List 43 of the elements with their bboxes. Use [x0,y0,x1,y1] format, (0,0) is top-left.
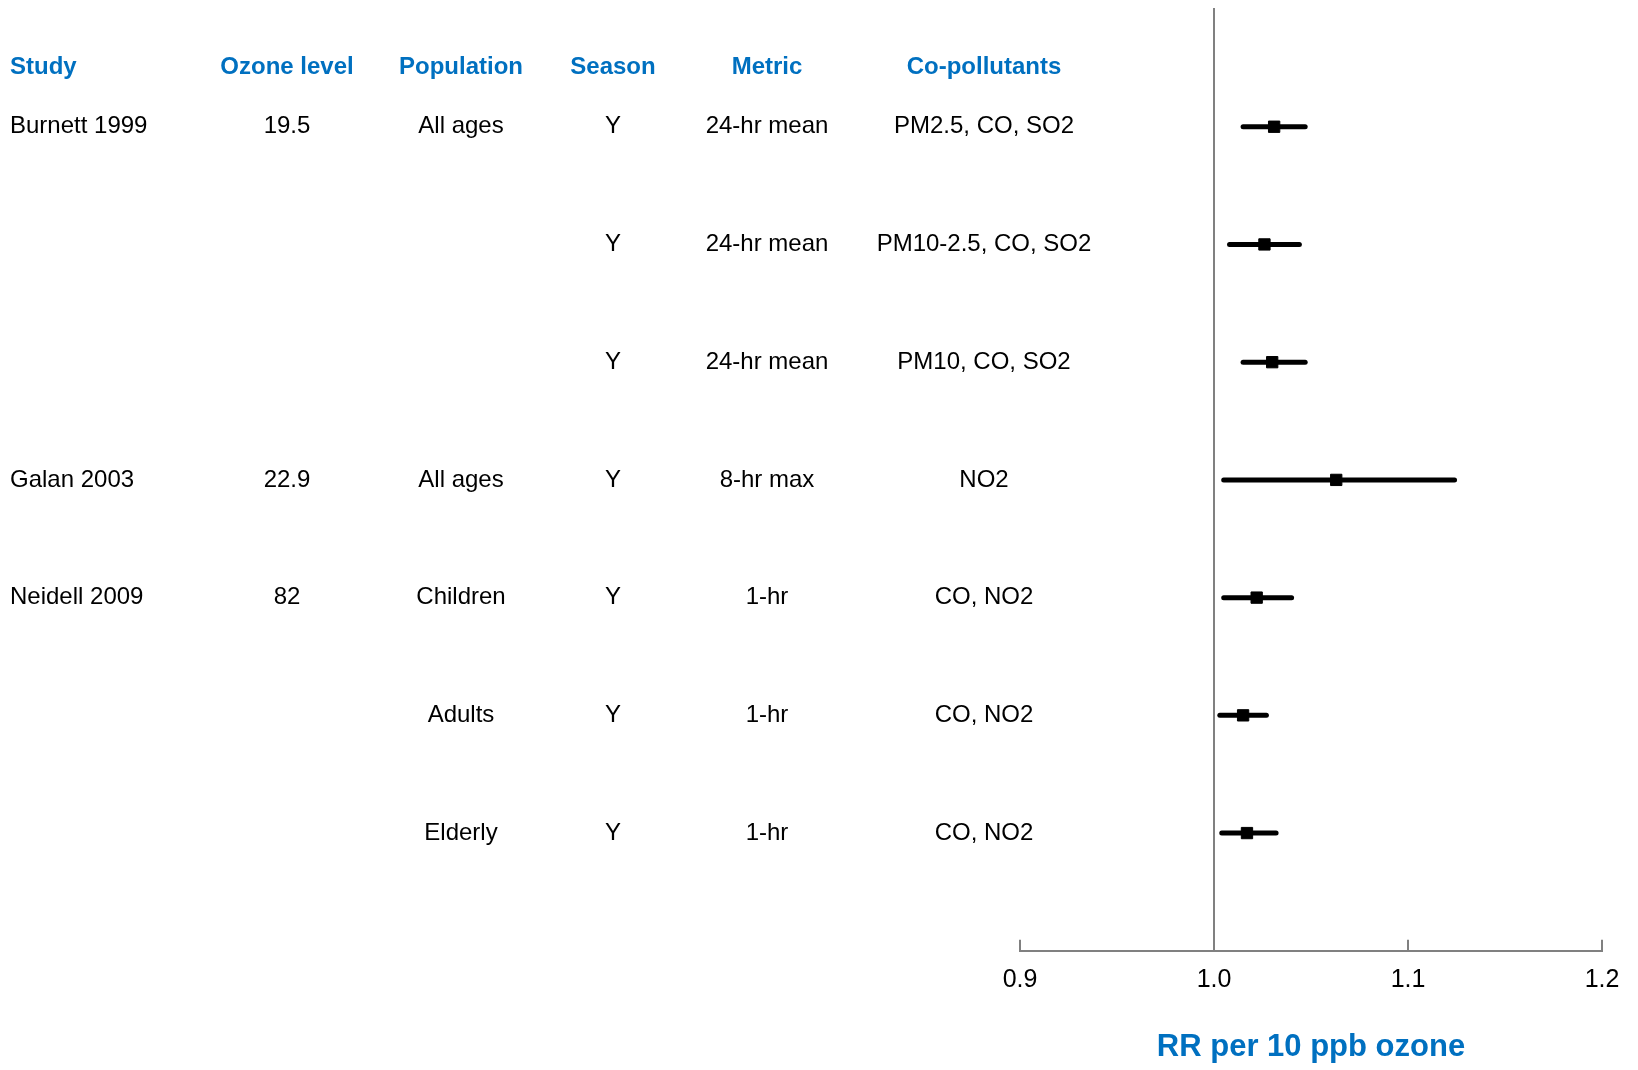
text: 24-hr mean [705,229,829,257]
text: Y [604,464,622,492]
text: 8-hr max [719,464,815,492]
x-axis-title: RR per 10 ppb ozone [1156,1027,1466,1063]
x-tick-label: 0.9 [1002,963,1038,992]
text: All ages [418,111,504,139]
text: Children [416,582,506,610]
text: Elderly [424,817,498,845]
text: Season [570,52,656,80]
text: 1-hr [745,817,789,845]
text: Population [399,52,523,80]
text: Neidell 2009 [10,582,144,610]
text: Metric [731,52,803,80]
text: All ages [418,464,504,492]
text: Y [604,111,622,139]
text: Ozone level [220,52,354,80]
text: Galan 2003 [10,464,135,492]
text: 22.9 [263,464,311,492]
text: 24-hr mean [705,111,829,139]
annotation: PM10, CO, SO2 [897,346,1071,374]
x-tick-label: 1.2 [1584,963,1620,992]
text: Y [604,699,622,727]
annotation: PM10-2.5, CO, SO2 [876,229,1092,257]
annotation: PM2.5, CO, SO2 [893,111,1075,139]
text: Adults [427,699,495,727]
annotation: CO, NO2 [934,699,1034,727]
text: Burnett 1999 [10,111,148,139]
text: NO2 [959,464,1009,492]
text: Y [604,582,622,610]
text: 1-hr [745,699,789,727]
text: Study [10,52,78,80]
annotation: CO, NO2 [934,817,1034,845]
text: Y [604,817,622,845]
text: 24-hr mean [705,346,829,374]
annotation: CO, NO2 [934,582,1034,610]
text: Y [604,229,622,257]
text: Y [604,346,622,374]
text: 1-hr [745,582,789,610]
x-tick-label: 1.0 [1196,963,1232,992]
x-tick-label: 1.1 [1390,963,1426,992]
text: 82 [273,582,301,610]
annotation: Co-pollutants [906,52,1062,80]
text: 19.5 [263,111,311,139]
